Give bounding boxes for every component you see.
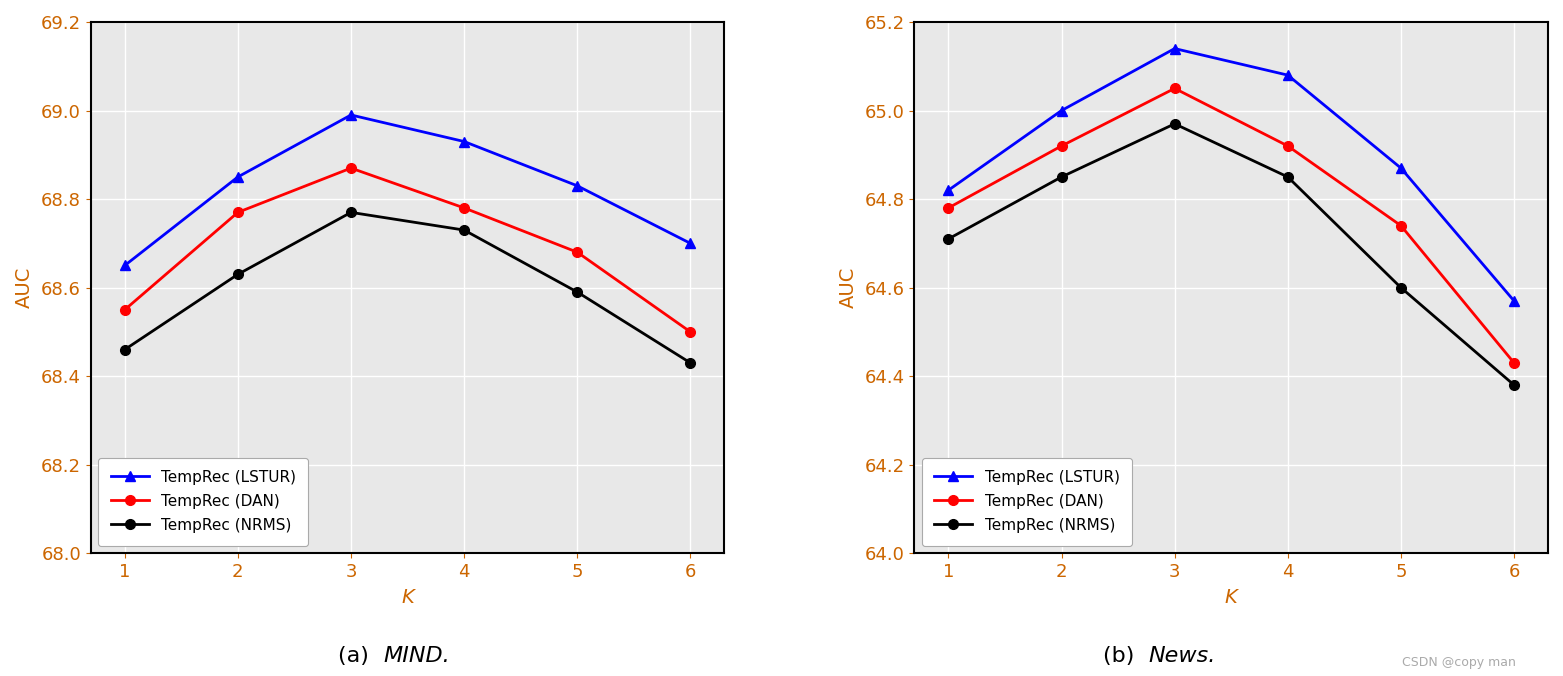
TempRec (LSTUR) (342, 111, 361, 119)
TempRec (LSTUR) (681, 239, 700, 247)
Y-axis label: AUC: AUC (16, 267, 34, 308)
Line: TempRec (NRMS): TempRec (NRMS) (944, 119, 1519, 390)
TempRec (DAN) (1166, 84, 1185, 93)
Line: TempRec (LSTUR): TempRec (LSTUR) (120, 110, 696, 270)
TempRec (NRMS) (228, 270, 247, 279)
TempRec (DAN) (1391, 222, 1410, 230)
X-axis label: K: K (402, 588, 414, 607)
TempRec (DAN) (1505, 359, 1524, 367)
TempRec (LSTUR) (116, 262, 134, 270)
TempRec (DAN) (681, 328, 700, 336)
TempRec (LSTUR) (1279, 71, 1297, 79)
TempRec (DAN) (1279, 142, 1297, 150)
TempRec (NRMS) (1505, 381, 1524, 389)
Line: TempRec (DAN): TempRec (DAN) (944, 84, 1519, 368)
TempRec (LSTUR) (567, 182, 586, 190)
Legend: TempRec (LSTUR), TempRec (DAN), TempRec (NRMS): TempRec (LSTUR), TempRec (DAN), TempRec … (922, 458, 1132, 546)
TempRec (NRMS) (1052, 173, 1071, 181)
TempRec (DAN) (228, 208, 247, 216)
Text: News.: News. (1149, 646, 1216, 666)
TempRec (LSTUR) (1391, 164, 1410, 172)
TempRec (NRMS) (939, 235, 958, 243)
TempRec (DAN) (567, 248, 586, 256)
TempRec (NRMS) (116, 345, 134, 354)
TempRec (NRMS) (681, 359, 700, 367)
TempRec (DAN) (939, 204, 958, 212)
Line: TempRec (DAN): TempRec (DAN) (120, 163, 696, 337)
TempRec (DAN) (342, 164, 361, 172)
TempRec (LSTUR) (455, 137, 474, 145)
TempRec (LSTUR) (228, 173, 247, 181)
Legend: TempRec (LSTUR), TempRec (DAN), TempRec (NRMS): TempRec (LSTUR), TempRec (DAN), TempRec … (98, 458, 308, 546)
TempRec (NRMS) (1166, 120, 1185, 128)
TempRec (NRMS) (567, 288, 586, 296)
TempRec (NRMS) (342, 208, 361, 216)
Text: (a): (a) (338, 646, 383, 666)
Text: (b): (b) (1103, 646, 1149, 666)
TempRec (NRMS) (1391, 283, 1410, 291)
Text: CSDN @copy man: CSDN @copy man (1402, 656, 1516, 669)
TempRec (DAN) (455, 204, 474, 212)
TempRec (LSTUR) (1052, 107, 1071, 115)
TempRec (DAN) (116, 306, 134, 314)
TempRec (NRMS) (455, 226, 474, 234)
Line: TempRec (NRMS): TempRec (NRMS) (120, 208, 696, 368)
TempRec (DAN) (1052, 142, 1071, 150)
Y-axis label: AUC: AUC (839, 267, 858, 308)
TempRec (LSTUR) (1166, 45, 1185, 53)
TempRec (NRMS) (1279, 173, 1297, 181)
Text: MIND.: MIND. (383, 646, 450, 666)
TempRec (LSTUR) (939, 186, 958, 194)
Line: TempRec (LSTUR): TempRec (LSTUR) (944, 44, 1519, 306)
TempRec (LSTUR) (1505, 297, 1524, 305)
X-axis label: K: K (1225, 588, 1238, 607)
